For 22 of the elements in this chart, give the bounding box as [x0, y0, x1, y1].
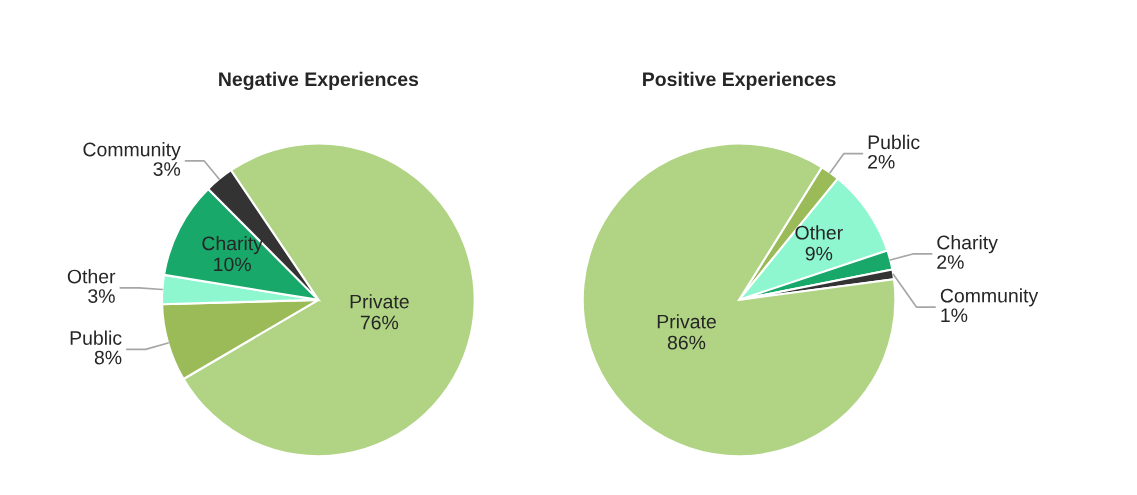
slice-label: Community — [83, 142, 181, 161]
slice-label: Private — [350, 294, 409, 309]
slice-label: Other — [795, 225, 843, 240]
data-label: 1% — [941, 308, 968, 323]
chart-title: Negative Experiences — [219, 71, 419, 90]
slice-label: Public — [70, 330, 122, 345]
slice-label: Charity — [937, 235, 998, 254]
slice-label: Other — [67, 269, 116, 284]
data-label: 2% — [868, 154, 895, 169]
data-label: 3% — [153, 162, 181, 176]
slice-label: Charity — [202, 236, 263, 255]
slice-label: Community — [940, 288, 1039, 307]
chart-title: Positive Experiences — [643, 71, 836, 90]
slice-label: Public — [868, 134, 920, 150]
slice-label: Private — [657, 314, 716, 329]
data-label: 10% — [214, 257, 251, 272]
data-label: 2% — [937, 255, 964, 269]
data-label: 8% — [94, 350, 122, 365]
data-label: 9% — [805, 246, 833, 261]
data-label: 86% — [667, 335, 706, 350]
data-label: 3% — [88, 289, 115, 303]
data-label: 76% — [360, 315, 399, 330]
